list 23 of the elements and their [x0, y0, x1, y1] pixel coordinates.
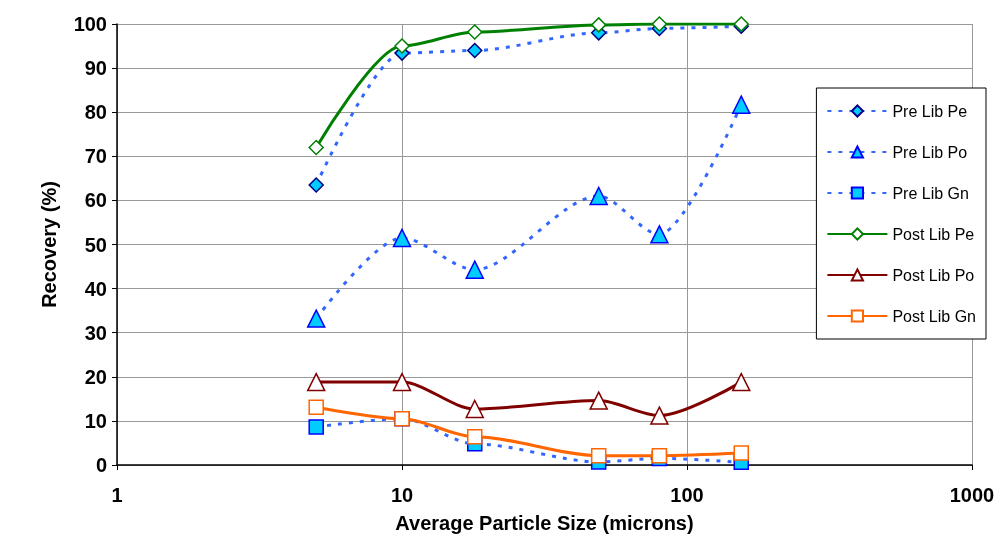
legend-label: Post Lib Po: [892, 266, 975, 284]
y-tick-label: 70: [84, 145, 107, 168]
y-tick-label: 60: [84, 189, 107, 212]
x-tick-label: 10: [390, 484, 414, 506]
legend-label: Post Lib Gn: [892, 307, 977, 325]
y-tick-label: 100: [73, 13, 107, 35]
x-tick-label: 100: [670, 484, 704, 506]
legend-label: Post Lib Pe: [892, 225, 975, 243]
x-axis-title: Average Particle Size (microns): [395, 512, 694, 534]
x-tick-label: 1000: [949, 484, 995, 506]
y-tick-label: 90: [84, 57, 107, 80]
legend-label: Pre Lib Gn: [892, 184, 969, 202]
y-tick-label: 30: [84, 321, 107, 344]
legend-label: Pre Lib Po: [892, 143, 968, 161]
y-tick-label: 10: [84, 409, 107, 432]
y-tick-label: 20: [84, 365, 107, 388]
x-tick-label: 1: [111, 484, 123, 506]
y-tick-label: 40: [84, 277, 107, 300]
y-axis-title: Recovery (%): [38, 181, 60, 308]
y-tick-label: 50: [84, 233, 107, 256]
y-tick-label: 0: [95, 454, 107, 476]
y-tick-label: 80: [84, 101, 107, 124]
legend-label: Pre Lib Pe: [892, 102, 968, 120]
